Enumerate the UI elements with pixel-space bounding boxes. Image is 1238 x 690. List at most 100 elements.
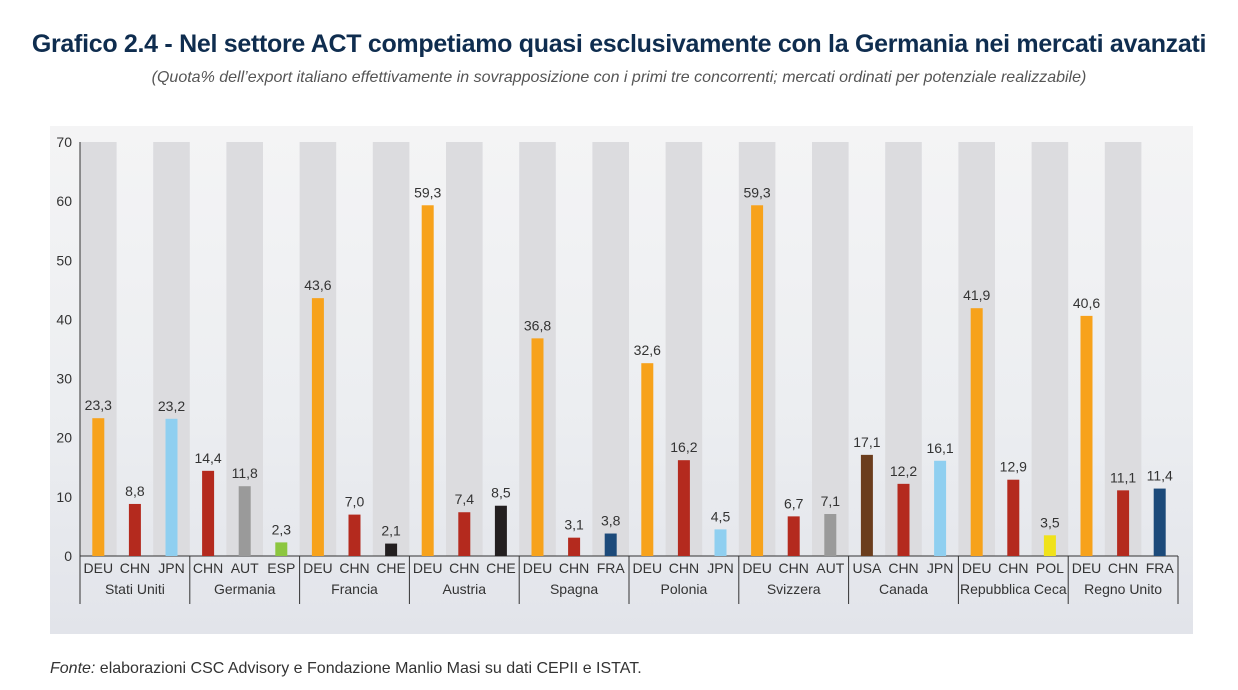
data-label: 43,6 [304,277,331,293]
data-label: 2,3 [272,521,292,537]
data-label: 7,1 [821,493,841,509]
data-label: 8,8 [125,483,145,499]
x-tick-label: CHN [998,560,1028,576]
group-label: Canada [879,581,928,597]
data-label: 11,1 [1110,469,1136,485]
bar-chn [1007,479,1020,556]
x-tick-label: POL [1036,560,1064,576]
bar-chart: 0 10 20 30 40 50 60 70 23,3 DEU 8,8 CHN 23,2 JPN Stati… [56,134,1179,604]
y-tick-label: 30 [56,371,72,387]
x-tick-label: CHN [888,560,918,576]
bar-chn [202,470,215,556]
bar-chn [677,460,690,556]
bar-jpn [714,529,727,556]
data-label: 6,7 [784,495,804,511]
x-tick-label: CHN [779,560,809,576]
y-tick-label: 40 [56,311,72,327]
bar-jpn [934,460,947,556]
x-tick-label: DEU [303,560,333,576]
data-label: 16,2 [670,439,697,455]
y-tick-label: 0 [64,548,72,564]
data-label: 16,1 [926,440,953,456]
bar-jpn [165,418,178,556]
background-stripe [812,142,849,556]
background-stripe [1031,142,1069,556]
x-tick-label: JPN [707,560,733,576]
bar-deu [531,338,544,556]
group-label: Francia [331,581,378,597]
background-stripe [1104,142,1142,556]
x-tick-label: FRA [597,560,626,576]
bar-deu [1080,315,1093,556]
bar-esp [275,542,288,556]
data-label: 2,1 [381,523,401,539]
data-label: 32,6 [634,342,661,358]
x-tick-label: CHN [449,560,479,576]
x-tick-label: CHE [376,560,406,576]
bar-chn [458,512,471,556]
x-tick-label: CHN [1108,560,1138,576]
y-tick-label: 50 [56,252,72,268]
chart-title: Grafico 2.4 - Nel settore ACT competiamo… [31,30,1207,58]
data-label: 36,8 [524,317,551,333]
bar-che [385,543,398,556]
bar-aut [238,486,251,556]
source-label: Fonte: [50,660,96,677]
data-label: 3,8 [601,513,621,529]
x-tick-label: ESP [267,560,295,576]
bar-fra [604,533,617,556]
bar-chn [568,537,581,556]
data-label: 7,0 [345,494,365,510]
y-tick-label: 70 [56,134,72,150]
x-tick-label: CHN [559,560,589,576]
bar-che [494,505,507,556]
data-label: 4,5 [711,508,731,524]
y-tick-label: 10 [56,489,72,505]
x-tick-label: DEU [742,560,772,576]
data-label: 12,2 [890,463,917,479]
group-label: Austria [443,581,487,597]
bar-deu [421,205,434,556]
y-tick-label: 60 [56,193,72,209]
group-label: Regno Unito [1084,581,1162,597]
data-label: 17,1 [853,434,880,450]
x-tick-label: DEU [84,560,114,576]
source-text: elaborazioni CSC Advisory e Fondazione M… [95,660,642,677]
data-label: 14,4 [194,450,221,466]
chart-subtitle: (Quota% dell’export italiano effettivame… [151,69,1087,86]
data-label: 7,4 [455,491,475,507]
group-label: Repubblica Ceca [960,581,1067,597]
x-tick-label: JPN [927,560,953,576]
data-label: 12,9 [1000,459,1027,475]
y-tick-label: 20 [56,430,72,446]
bar-chn [897,483,910,556]
group-label: Stati Uniti [105,581,165,597]
bar-pol [1043,535,1056,556]
x-tick-label: AUT [816,560,844,576]
group-label: Germania [214,581,276,597]
x-tick-label: CHN [193,560,223,576]
bar-chn [787,516,800,556]
group-label: Svizzera [767,581,821,597]
data-label: 23,3 [85,397,112,413]
group-label: Polonia [661,581,708,597]
chart-panel: 0 10 20 30 40 50 60 70 23,3 DEU 8,8 CHN 23,2 JPN Stati… [50,126,1193,634]
x-tick-label: CHN [669,560,699,576]
bar-chn [348,514,361,556]
x-tick-label: CHN [339,560,369,576]
data-label: 11,4 [1147,468,1173,484]
bar-fra [1153,488,1166,556]
data-label: 23,2 [158,398,185,414]
x-tick-label: USA [853,560,882,576]
background-stripe [446,142,483,556]
group-label: Spagna [550,581,598,597]
data-label: 3,5 [1040,514,1060,530]
data-label: 41,9 [963,287,990,303]
data-label: 11,8 [232,465,258,481]
x-tick-label: CHE [486,560,516,576]
bar-chn [1117,490,1130,556]
x-tick-label: JPN [158,560,184,576]
x-tick-label: DEU [633,560,663,576]
bar-deu [751,205,764,556]
bar-deu [970,308,983,556]
